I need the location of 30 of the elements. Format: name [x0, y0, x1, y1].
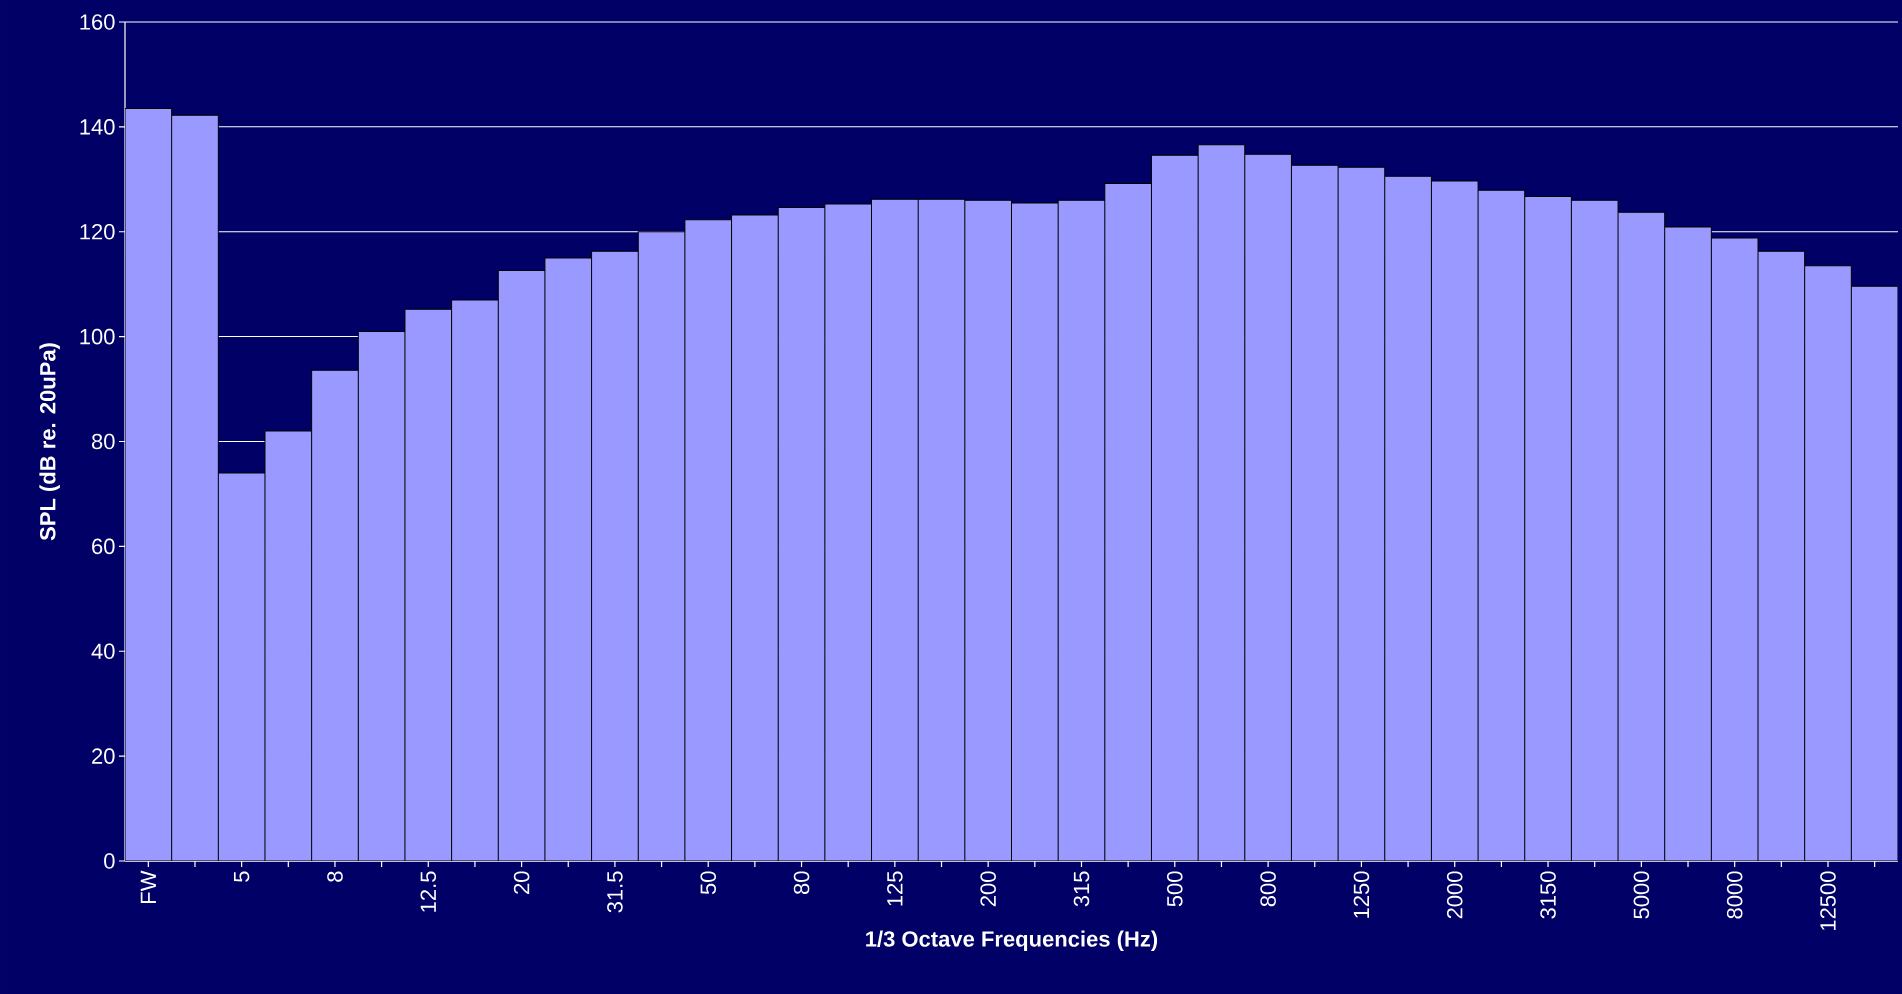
x-tick-label: 5000 [1633, 871, 1650, 919]
x-tick-label: 315 [1073, 871, 1090, 907]
x-tick-label: 50 [700, 871, 717, 895]
y-tick-label: 120 [80, 223, 115, 240]
x-tick-label: 31.5 [607, 871, 623, 913]
y-tick-label: 40 [91, 643, 115, 660]
y-tick-label: 20 [92, 748, 115, 764]
x-axis-title: 1/3 Octave Frequencies (Hz) [866, 930, 1158, 952]
x-tick-label: 800 [1260, 871, 1276, 907]
y-axis-title: SPL (dB re. 20uPa) [39, 343, 60, 541]
y-tick-label: 80 [91, 433, 115, 450]
y-tick-label: 140 [80, 119, 115, 135]
x-tick-label: 80 [793, 871, 810, 895]
x-tick-label: 3150 [1540, 871, 1556, 919]
x-tick-label: 12500 [1820, 871, 1836, 931]
x-tick-label: FW [140, 870, 156, 903]
x-tick-label: 8000 [1726, 871, 1743, 919]
y-tick-label: 100 [80, 328, 115, 345]
x-tick-label: 2000 [1446, 871, 1463, 919]
y-tick-label: 60 [92, 538, 115, 555]
x-tick-label: 500 [1167, 871, 1183, 907]
x-tick-label: 200 [980, 871, 996, 907]
x-tick-label: 12.5 [420, 871, 437, 912]
x-tick-label: 1250 [1353, 871, 1370, 918]
y-tick-label: 0 [104, 853, 115, 869]
x-tick-label: 5 [233, 871, 250, 882]
x-tick-label: 8 [327, 871, 343, 882]
x-tick-label: 20 [513, 871, 530, 894]
x-tick-label: 125 [887, 871, 903, 906]
y-tick-label: 160 [80, 14, 115, 30]
